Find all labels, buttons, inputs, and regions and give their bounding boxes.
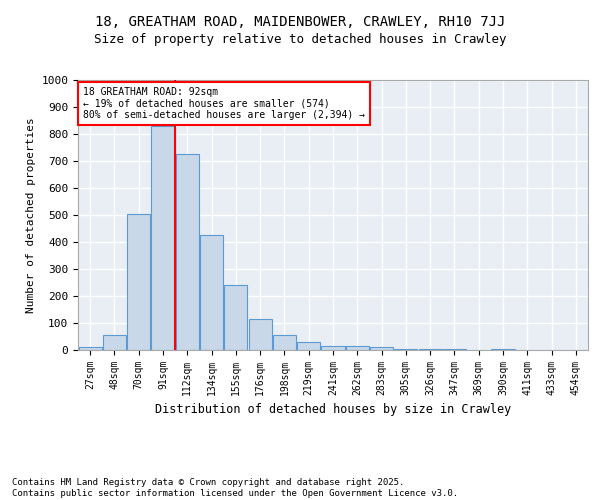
Bar bbox=[224, 285, 247, 350]
Text: Size of property relative to detached houses in Crawley: Size of property relative to detached ho… bbox=[94, 32, 506, 46]
Text: Contains HM Land Registry data © Crown copyright and database right 2025.
Contai: Contains HM Land Registry data © Crown c… bbox=[12, 478, 458, 498]
Bar bbox=[491, 348, 515, 350]
Y-axis label: Number of detached properties: Number of detached properties bbox=[26, 117, 36, 313]
Text: 18, GREATHAM ROAD, MAIDENBOWER, CRAWLEY, RH10 7JJ: 18, GREATHAM ROAD, MAIDENBOWER, CRAWLEY,… bbox=[95, 15, 505, 29]
Bar bbox=[176, 154, 199, 350]
Bar bbox=[103, 335, 126, 350]
Bar bbox=[346, 346, 369, 350]
Bar bbox=[370, 348, 393, 350]
Bar bbox=[297, 342, 320, 350]
Bar bbox=[322, 346, 344, 350]
Bar bbox=[127, 214, 150, 350]
Bar bbox=[79, 348, 101, 350]
Bar bbox=[273, 335, 296, 350]
X-axis label: Distribution of detached houses by size in Crawley: Distribution of detached houses by size … bbox=[155, 404, 511, 416]
Bar bbox=[443, 348, 466, 350]
Bar bbox=[151, 126, 175, 350]
Bar bbox=[248, 319, 272, 350]
Bar bbox=[200, 236, 223, 350]
Text: 18 GREATHAM ROAD: 92sqm
← 19% of detached houses are smaller (574)
80% of semi-d: 18 GREATHAM ROAD: 92sqm ← 19% of detache… bbox=[83, 87, 365, 120]
Bar bbox=[419, 348, 442, 350]
Bar bbox=[394, 348, 418, 350]
